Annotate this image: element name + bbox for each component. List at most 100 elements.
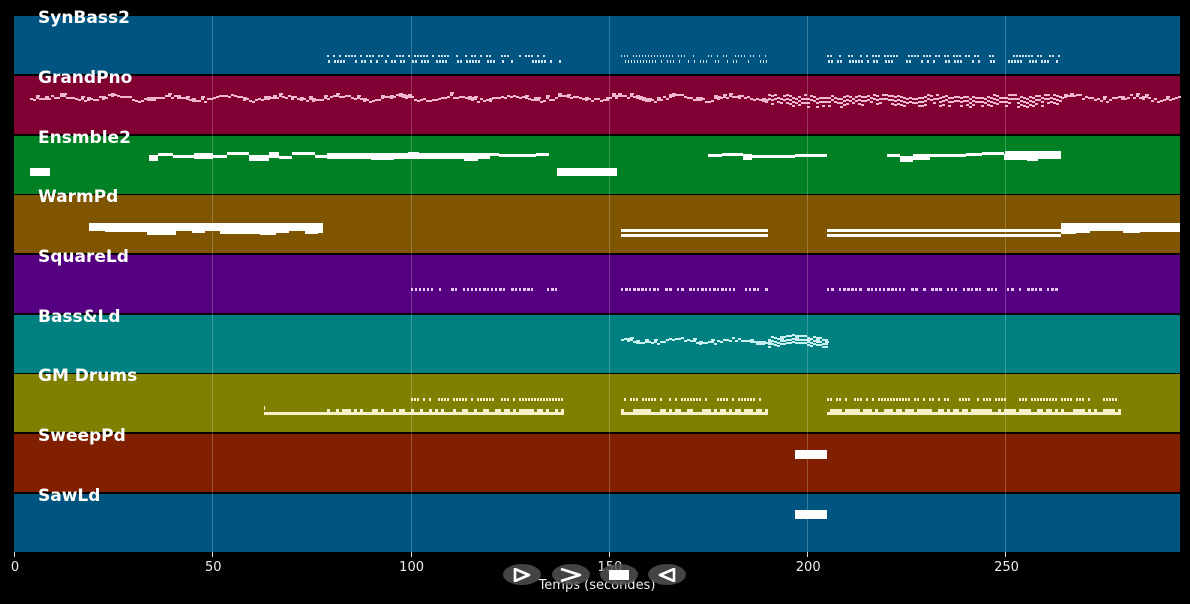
note [905, 398, 908, 401]
note [29, 168, 50, 176]
note [782, 99, 786, 101]
note [947, 55, 949, 57]
note [752, 155, 772, 158]
note [486, 55, 488, 57]
note [858, 60, 860, 63]
note [656, 99, 660, 101]
note [869, 412, 873, 415]
note [1049, 409, 1053, 412]
note [668, 398, 671, 401]
note [875, 103, 879, 105]
note [989, 101, 993, 103]
note [428, 398, 431, 401]
note [440, 412, 444, 415]
note [704, 409, 708, 412]
note [926, 412, 930, 415]
note [110, 95, 114, 97]
note [974, 409, 978, 412]
note [461, 412, 465, 415]
note [873, 60, 875, 63]
note [470, 288, 473, 291]
note [213, 155, 227, 158]
note [1061, 398, 1064, 401]
note [748, 288, 751, 291]
note [497, 97, 501, 99]
note [833, 97, 837, 99]
note [623, 338, 627, 340]
note [947, 97, 951, 99]
note [353, 412, 357, 415]
note [626, 97, 630, 99]
note [677, 55, 680, 57]
note [494, 409, 498, 412]
note [356, 412, 360, 415]
note [1088, 398, 1091, 401]
note [425, 100, 429, 102]
note [803, 335, 807, 337]
note [809, 345, 813, 347]
note [1013, 94, 1017, 96]
note [779, 338, 784, 340]
note [767, 343, 771, 345]
note [652, 288, 656, 291]
note [1109, 412, 1113, 415]
note [626, 55, 629, 57]
note [1043, 398, 1046, 401]
note [1028, 96, 1032, 98]
play-button[interactable] [503, 564, 541, 585]
note [989, 398, 992, 401]
note [437, 398, 440, 401]
note [701, 409, 705, 412]
note [735, 60, 738, 63]
fast-forward-icon [559, 567, 583, 582]
note [1166, 98, 1170, 100]
note [248, 100, 252, 102]
note [866, 99, 870, 101]
note [896, 398, 899, 401]
note [884, 409, 888, 412]
note [764, 101, 768, 103]
note [493, 60, 495, 63]
note [1005, 151, 1061, 159]
note [407, 96, 411, 98]
note [641, 99, 645, 101]
note [929, 99, 933, 101]
note [369, 55, 371, 57]
note [688, 288, 692, 291]
note [1178, 96, 1182, 98]
stop-button[interactable] [600, 564, 638, 585]
note [890, 55, 892, 57]
note [947, 398, 950, 401]
note [995, 99, 999, 101]
note [938, 101, 942, 103]
note [827, 234, 1061, 237]
note [239, 96, 243, 98]
note [979, 288, 982, 291]
note [209, 98, 213, 100]
note [955, 288, 958, 291]
previous-button[interactable] [648, 564, 686, 585]
note [526, 288, 530, 291]
note [677, 412, 681, 415]
note [386, 412, 390, 415]
note [1028, 100, 1032, 102]
note [596, 98, 600, 100]
note [1124, 98, 1128, 100]
note [617, 93, 622, 95]
note [800, 339, 804, 341]
note [419, 412, 423, 415]
note [719, 97, 723, 99]
note [674, 398, 677, 401]
next-button[interactable] [552, 564, 590, 585]
note [510, 288, 514, 291]
note [899, 104, 903, 106]
note [242, 97, 247, 99]
note [896, 95, 900, 97]
note [812, 336, 816, 338]
note [1064, 412, 1068, 415]
note [854, 398, 857, 401]
note [947, 288, 950, 291]
note [380, 409, 384, 412]
note [414, 55, 416, 57]
note [977, 97, 981, 99]
